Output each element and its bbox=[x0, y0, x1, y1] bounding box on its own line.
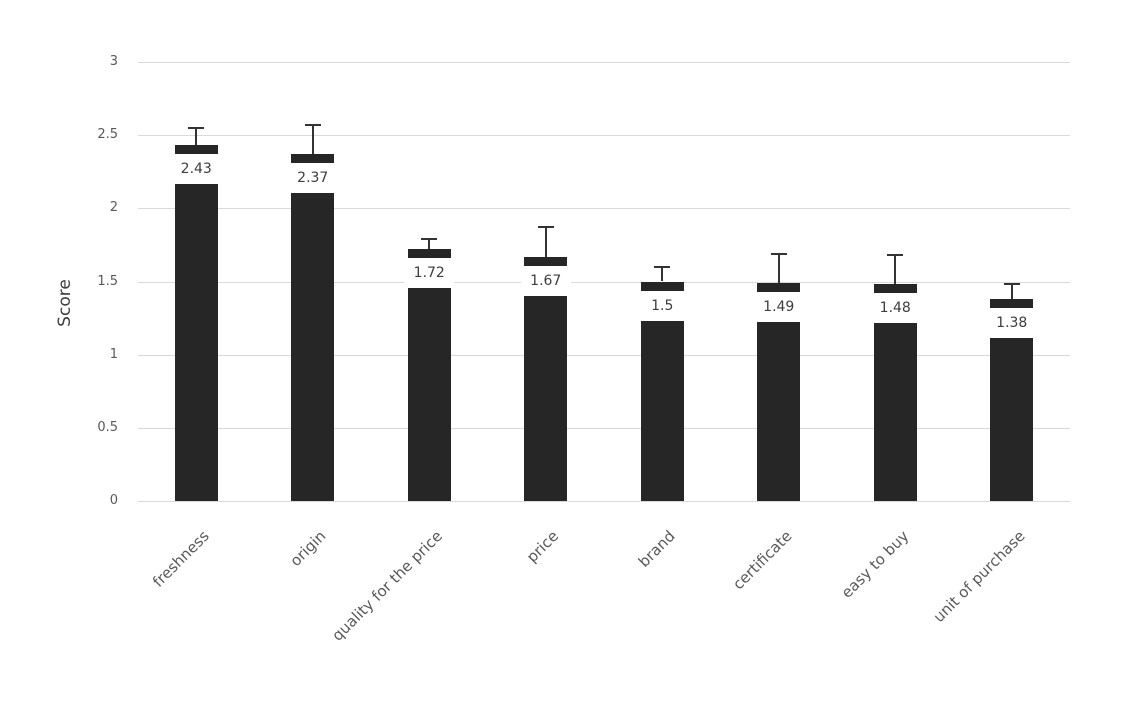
bar bbox=[174, 145, 218, 501]
error-bar-line bbox=[195, 127, 198, 146]
bar bbox=[524, 256, 568, 501]
y-tick-label: 2 bbox=[109, 200, 118, 216]
y-tick-label: 0 bbox=[109, 493, 118, 508]
error-bar-line bbox=[428, 239, 431, 250]
error-bar-line bbox=[661, 266, 664, 282]
x-category-label: unit of purchase bbox=[929, 527, 1029, 626]
value-label: 1.38 bbox=[986, 308, 1037, 339]
value-label: 1.48 bbox=[870, 293, 921, 324]
y-tick-label: 1.5 bbox=[97, 273, 118, 289]
x-category-label: freshness bbox=[149, 527, 213, 591]
y-tick-label: 1 bbox=[109, 346, 118, 362]
gridline bbox=[138, 427, 1070, 429]
value-label: 1.5 bbox=[637, 290, 688, 321]
error-bar-line bbox=[1010, 284, 1013, 300]
x-category-label: certificate bbox=[729, 527, 796, 594]
x-category-label: price bbox=[523, 527, 563, 567]
error-bar-cap bbox=[421, 238, 438, 241]
gridline bbox=[138, 501, 1070, 502]
y-axis-title: Score bbox=[55, 279, 75, 327]
value-label: 2.43 bbox=[171, 154, 222, 185]
value-label: 1.49 bbox=[753, 291, 804, 322]
error-bar-cap bbox=[304, 123, 321, 126]
error-bar-line bbox=[894, 255, 897, 285]
gridline bbox=[138, 208, 1070, 210]
error-bar-cap bbox=[887, 254, 904, 257]
plot-area: 2.43 2.37 1.72 1.67 1.5 1.49 1.48 1.38 bbox=[138, 62, 1070, 502]
gridline bbox=[138, 281, 1070, 283]
x-category-label: quality for the price bbox=[328, 527, 446, 645]
bar bbox=[291, 154, 335, 501]
x-category-label: brand bbox=[635, 527, 679, 571]
gridline bbox=[138, 135, 1070, 137]
gridline bbox=[138, 354, 1070, 356]
error-bar-cap bbox=[770, 252, 787, 255]
value-label: 2.37 bbox=[287, 163, 338, 194]
error-bar-line bbox=[311, 124, 314, 155]
x-category-label: origin bbox=[286, 527, 330, 570]
gridline bbox=[138, 62, 1070, 63]
y-tick-label: 2.5 bbox=[97, 127, 118, 143]
y-tick-label: 0.5 bbox=[97, 419, 118, 435]
x-category-label: easy to buy bbox=[837, 527, 912, 602]
error-bar-cap bbox=[188, 126, 205, 129]
bar bbox=[407, 249, 451, 501]
error-bar-cap bbox=[537, 226, 554, 229]
value-label: 1.72 bbox=[404, 258, 455, 289]
value-label: 1.67 bbox=[520, 265, 571, 296]
y-tick-label: 3 bbox=[109, 54, 118, 69]
error-bar-cap bbox=[1003, 283, 1020, 286]
error-bar-line bbox=[544, 227, 547, 257]
error-bar-line bbox=[777, 253, 780, 283]
error-bar-cap bbox=[654, 265, 671, 268]
